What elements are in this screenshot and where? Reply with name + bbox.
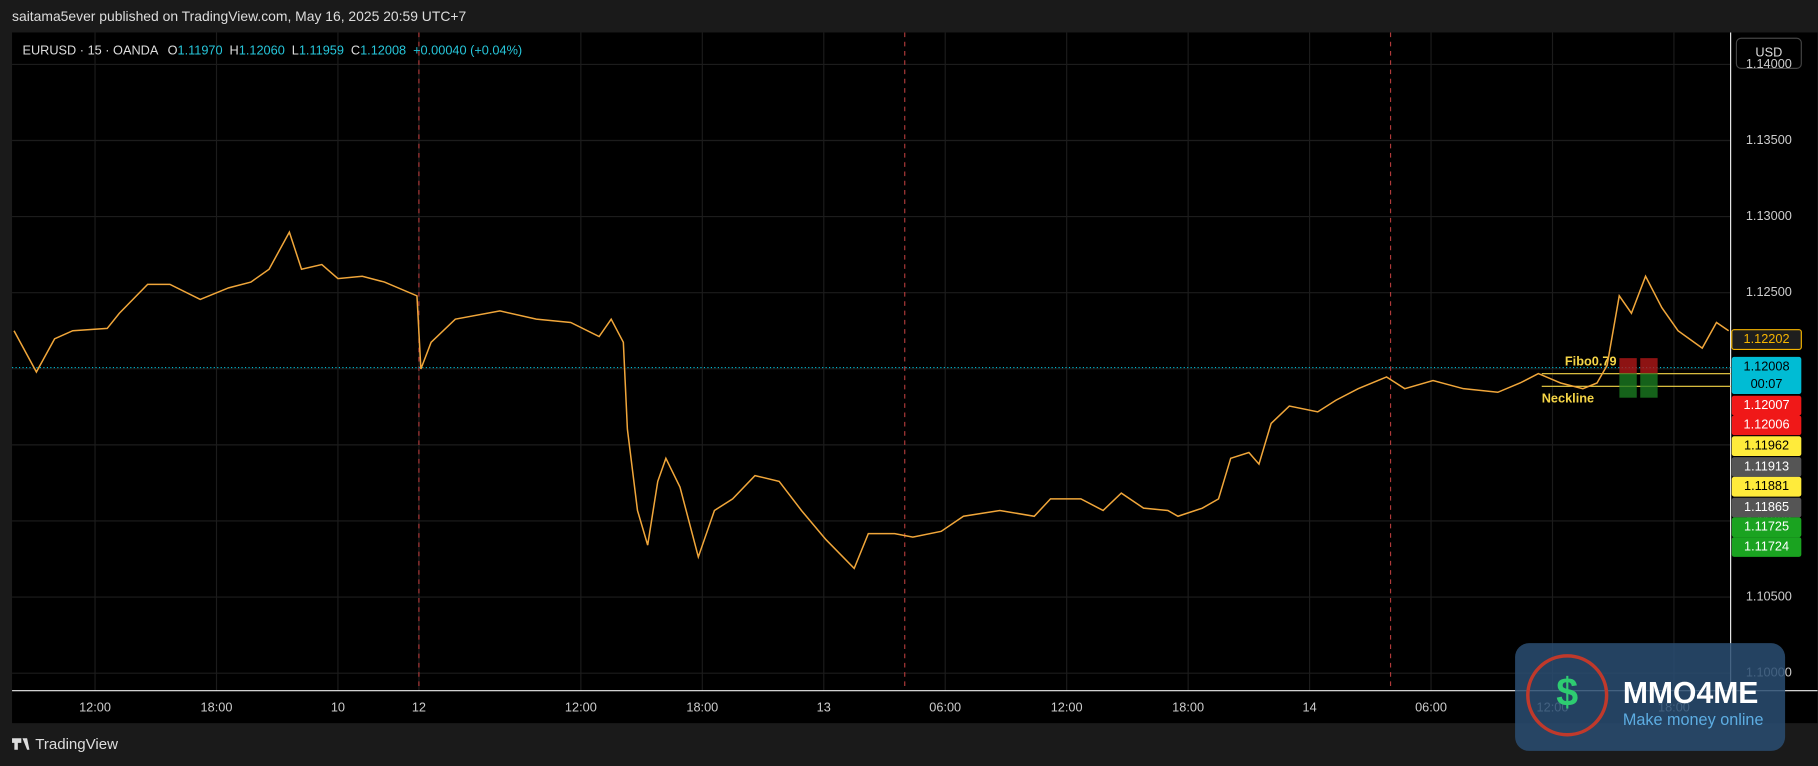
price-tag-label: 1.11962 <box>1744 438 1789 453</box>
price-tag <box>1731 356 1802 395</box>
ohlc-value: 1.12060 <box>239 42 285 57</box>
watermark-logo <box>1526 654 1609 737</box>
level-label: Fibo0.79 <box>1565 353 1617 368</box>
price-tag-label: 1.12007 <box>1744 397 1790 412</box>
symbol: EURUSD · 15 · OANDA <box>22 42 158 57</box>
plot-bg <box>12 32 1818 724</box>
y-tick-label: 1.13000 <box>1746 208 1792 223</box>
author-line: saitama5ever published on TradingView.co… <box>12 8 466 24</box>
price-tag <box>1731 457 1802 477</box>
x-tick-label: 18:00 <box>1172 699 1204 714</box>
watermark-icon: $ <box>1556 671 1578 715</box>
price-tag-label: 1.12202 <box>1744 331 1790 346</box>
currency-label: USD <box>1755 45 1782 60</box>
y-tick-label: 1.14000 <box>1746 56 1792 71</box>
x-tick-label: 12 <box>412 699 426 714</box>
x-tick-label: 18:00 <box>201 699 233 714</box>
ohlc-key: O <box>168 42 178 57</box>
watermark-title: MMO4ME <box>1623 677 1759 710</box>
ohlc-value: 1.11970 <box>178 42 223 57</box>
ohlc-key: C <box>351 42 360 57</box>
countdown: 00:07 <box>1751 376 1783 391</box>
price-tag <box>1731 395 1802 416</box>
y-tick-label: 1.13500 <box>1746 132 1792 147</box>
level-label: Neckline <box>1542 390 1594 405</box>
drawing-box <box>1619 373 1637 398</box>
watermark-subtitle: Make money online <box>1623 711 1764 729</box>
x-tick-label: 06:00 <box>929 699 961 714</box>
x-tick-label: 10 <box>331 699 345 714</box>
price-tag-label: 1.11725 <box>1744 519 1789 534</box>
tv-logo <box>12 738 30 750</box>
ohlc-key: H <box>230 42 239 57</box>
price-tag <box>1731 436 1802 457</box>
x-tick-label: 13 <box>817 699 831 714</box>
drawing-box <box>1640 358 1658 374</box>
price-tag-label: 1.12006 <box>1744 417 1790 432</box>
price-tag <box>1731 497 1802 518</box>
drawing-box <box>1619 358 1637 374</box>
y-tick-label: 1.12500 <box>1746 284 1792 299</box>
currency-button[interactable] <box>1735 37 1802 69</box>
footer-brand: TradingView <box>35 736 118 753</box>
x-tick-label: 12:00 <box>1051 699 1083 714</box>
price-tag-label: 1.11881 <box>1744 478 1789 493</box>
price-tag-label: 1.12008 <box>1744 359 1790 374</box>
price-tag <box>1731 329 1802 350</box>
y-tick-label: 1.10500 <box>1746 588 1792 603</box>
price-tag-label: 1.11913 <box>1744 458 1789 473</box>
price-tag-label: 1.11724 <box>1744 538 1789 553</box>
price-tag <box>1731 517 1802 538</box>
price-line <box>13 230 1730 570</box>
price-tag <box>1731 476 1802 497</box>
x-tick-label: 18:00 <box>686 699 718 714</box>
price-tag <box>1731 415 1802 436</box>
drawing-box <box>1640 373 1658 398</box>
change: +0.00040 (+0.04%) <box>413 42 522 57</box>
x-tick-label: 06:00 <box>1415 699 1447 714</box>
x-tick-label: 12:00 <box>79 699 111 714</box>
watermark: $ MMO4ME Make money online <box>1515 643 1786 751</box>
ohlc-value: 1.11959 <box>299 42 344 57</box>
x-tick-label: 12:00 <box>565 699 597 714</box>
ohlc-key: L <box>292 42 299 57</box>
watermark-bg <box>1515 643 1786 751</box>
price-tag-label: 1.11865 <box>1744 499 1789 514</box>
x-tick-label: 14 <box>1302 699 1316 714</box>
ohlc-value: 1.12008 <box>360 42 406 57</box>
price-tag <box>1731 537 1802 557</box>
